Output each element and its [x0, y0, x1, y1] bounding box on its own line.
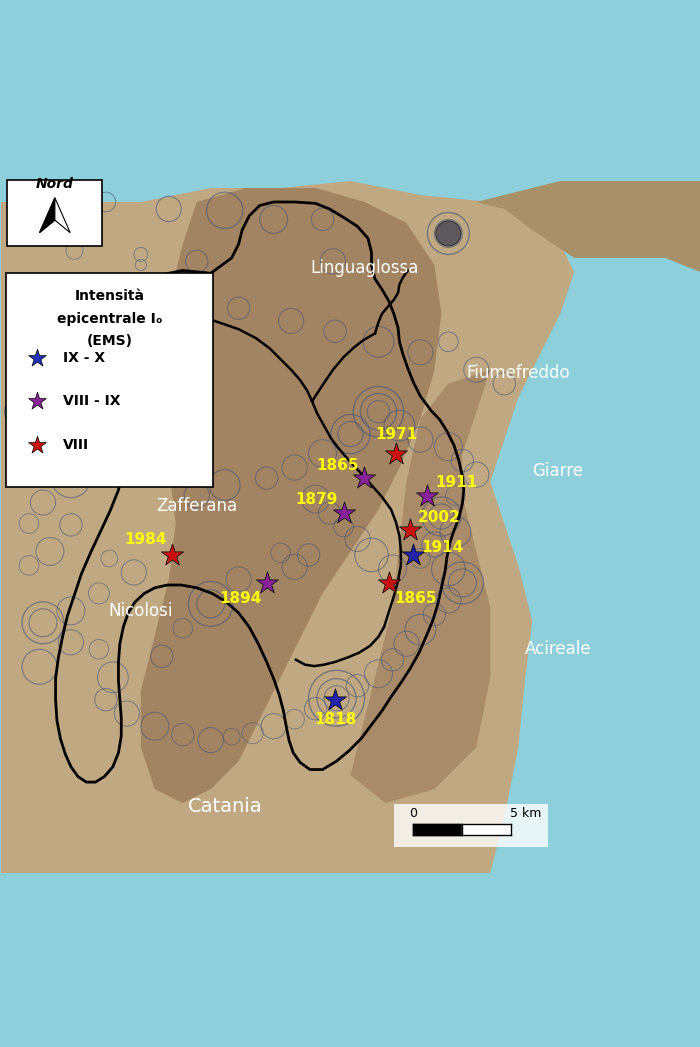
Text: 1971: 1971 [374, 426, 417, 442]
Point [422, 487, 433, 504]
Polygon shape [141, 188, 442, 803]
Text: 2002: 2002 [418, 510, 461, 526]
Point [359, 470, 370, 487]
Text: Giarre: Giarre [532, 462, 583, 481]
Text: C.C.: C.C. [8, 426, 71, 453]
Point [261, 575, 272, 592]
Text: 1894: 1894 [219, 591, 261, 606]
Polygon shape [476, 181, 700, 272]
Point [405, 522, 416, 539]
Point [167, 547, 178, 563]
Text: Nord: Nord [36, 177, 74, 191]
Point [330, 691, 341, 708]
Point [338, 505, 349, 521]
Text: epicentrale Iₒ: epicentrale Iₒ [57, 312, 162, 326]
Text: 5 km: 5 km [510, 807, 541, 820]
Text: 1818: 1818 [314, 712, 356, 727]
FancyBboxPatch shape [394, 804, 548, 847]
Text: 1911: 1911 [435, 475, 478, 490]
Text: Linguaglossa: Linguaglossa [310, 260, 419, 277]
Point [32, 437, 43, 453]
Text: Catania: Catania [188, 797, 262, 816]
FancyBboxPatch shape [6, 273, 213, 487]
Text: 1985: 1985 [146, 349, 188, 363]
Text: 1879: 1879 [296, 491, 338, 507]
Text: Zafferana: Zafferana [156, 497, 237, 515]
Text: 1865: 1865 [316, 458, 359, 473]
Polygon shape [55, 198, 70, 232]
Point [32, 393, 43, 409]
Point [135, 333, 146, 350]
Text: Fiumefreddo: Fiumefreddo [466, 364, 570, 382]
FancyBboxPatch shape [7, 180, 102, 246]
Polygon shape [1, 181, 574, 873]
Point [32, 350, 43, 366]
Text: 1865: 1865 [394, 591, 437, 606]
Text: 0: 0 [410, 807, 417, 820]
Text: 1914: 1914 [421, 540, 464, 556]
Point [135, 306, 146, 322]
Text: IX - X: IX - X [62, 351, 105, 364]
Point [408, 547, 419, 563]
Polygon shape [351, 370, 490, 803]
Text: VIII - IX: VIII - IX [62, 394, 120, 408]
Text: Intensità: Intensità [74, 289, 144, 304]
Circle shape [436, 221, 461, 246]
Text: 1984: 1984 [125, 532, 167, 548]
Text: Nicolosi: Nicolosi [108, 602, 173, 620]
Polygon shape [39, 198, 55, 232]
Point [391, 445, 402, 462]
Text: Acireale: Acireale [525, 641, 592, 659]
Text: VIII: VIII [62, 438, 89, 451]
Text: (EMS): (EMS) [86, 334, 132, 348]
Point [384, 575, 395, 592]
Text: 2002: 2002 [146, 292, 189, 308]
